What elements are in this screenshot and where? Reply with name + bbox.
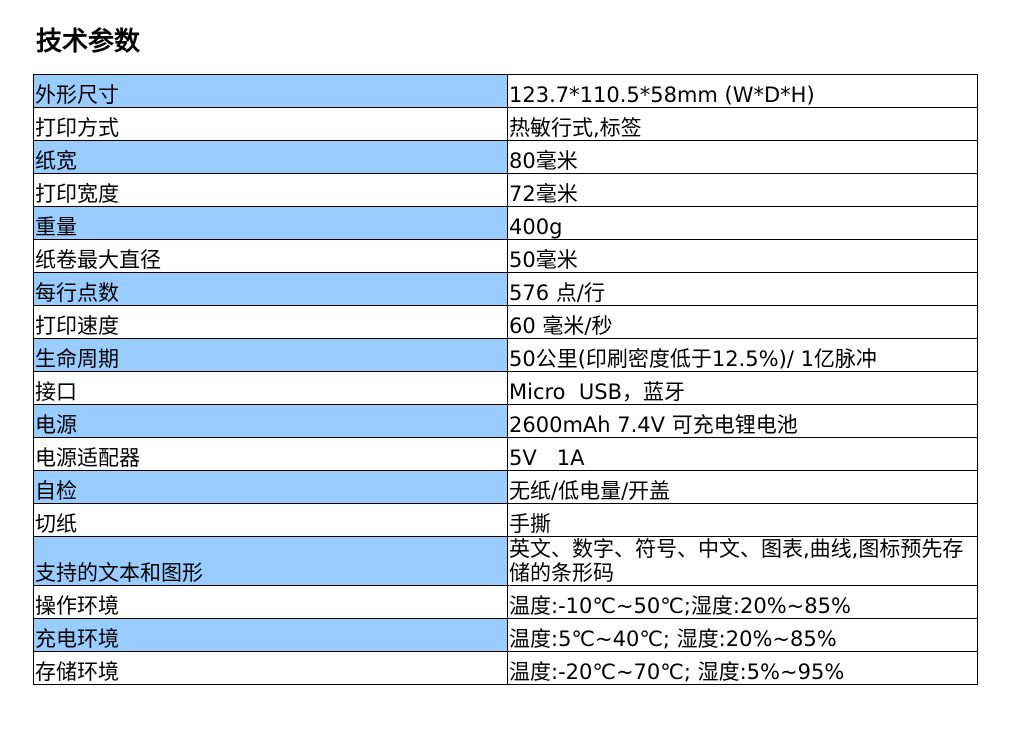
param-value: 温度:-10℃~50℃;湿度:20%~85%	[507, 585, 978, 619]
table-row: 打印方式 热敏行式,标签	[33, 107, 978, 141]
param-value: 72毫米	[507, 173, 978, 207]
param-value: Micro USB，蓝牙	[507, 371, 978, 405]
param-name: 电源	[33, 404, 508, 438]
param-name: 电源适配器	[33, 437, 508, 471]
param-value: 5V 1A	[507, 437, 978, 471]
param-value: 123.7*110.5*58mm (W*D*H)	[507, 74, 978, 108]
param-value: 50毫米	[507, 239, 978, 273]
table-row: 充电环境 温度:5℃~40℃; 湿度:20%~85%	[33, 618, 978, 652]
table-row: 操作环境 温度:-10℃~50℃;湿度:20%~85%	[33, 585, 978, 619]
param-name: 每行点数	[33, 272, 508, 306]
param-name: 纸宽	[33, 140, 508, 174]
param-value: 576 点/行	[507, 272, 978, 306]
param-name: 操作环境	[33, 585, 508, 619]
param-name: 自检	[33, 470, 508, 504]
param-value: 温度:5℃~40℃; 湿度:20%~85%	[507, 618, 978, 652]
param-name: 打印宽度	[33, 173, 508, 207]
param-value: 80毫米	[507, 140, 978, 174]
table-row: 切纸 手撕	[33, 503, 978, 537]
param-value: 400g	[507, 206, 978, 240]
table-row: 支持的文本和图形 英文、数字、符号、中文、图表,曲线,图标预先存储的条形码	[33, 536, 978, 586]
param-value: 2600mAh 7.4V 可充电锂电池	[507, 404, 978, 438]
table-row: 生命周期 50公里(印刷密度低于12.5%)/ 1亿脉冲	[33, 338, 978, 372]
param-value: 60 毫米/秒	[507, 305, 978, 339]
param-name: 外形尺寸	[33, 74, 508, 108]
param-value: 英文、数字、符号、中文、图表,曲线,图标预先存储的条形码	[507, 536, 978, 586]
table-row: 打印宽度 72毫米	[33, 173, 978, 207]
table-row: 纸卷最大直径 50毫米	[33, 239, 978, 273]
param-name: 切纸	[33, 503, 508, 537]
param-name: 存储环境	[33, 651, 508, 685]
title: 技术参数	[36, 27, 141, 57]
param-value: 热敏行式,标签	[507, 107, 978, 141]
param-name: 生命周期	[33, 338, 508, 372]
table-row: 存储环境 温度:-20℃~70℃; 湿度:5%~95%	[33, 651, 978, 685]
table-row: 接口 Micro USB，蓝牙	[33, 371, 978, 405]
table-row: 纸宽 80毫米	[33, 140, 978, 174]
table-row: 外形尺寸 123.7*110.5*58mm (W*D*H)	[33, 74, 978, 108]
param-value: 50公里(印刷密度低于12.5%)/ 1亿脉冲	[507, 338, 978, 372]
table-row: 打印速度 60 毫米/秒	[33, 305, 978, 339]
param-name: 打印速度	[33, 305, 508, 339]
table-row: 自检 无纸/低电量/开盖	[33, 470, 978, 504]
param-name: 纸卷最大直径	[33, 239, 508, 273]
param-value: 手撕	[507, 503, 978, 537]
param-value: 温度:-20℃~70℃; 湿度:5%~95%	[507, 651, 978, 685]
param-value: 无纸/低电量/开盖	[507, 470, 978, 504]
param-name: 打印方式	[33, 107, 508, 141]
param-name: 接口	[33, 371, 508, 405]
table-row: 电源适配器 5V 1A	[33, 437, 978, 471]
table-row: 电源 2600mAh 7.4V 可充电锂电池	[33, 404, 978, 438]
spec-table: 外形尺寸 123.7*110.5*58mm (W*D*H) 打印方式 热敏行式,标签纸…	[33, 74, 978, 685]
param-name: 重量	[33, 206, 508, 240]
table-row: 重量 400g	[33, 206, 978, 240]
table-body: 外形尺寸 123.7*110.5*58mm (W*D*H) 打印方式 热敏行式,标签纸…	[33, 74, 978, 685]
param-name: 充电环境	[33, 618, 508, 652]
table-row: 每行点数 576 点/行	[33, 272, 978, 306]
param-name: 支持的文本和图形	[33, 536, 508, 586]
